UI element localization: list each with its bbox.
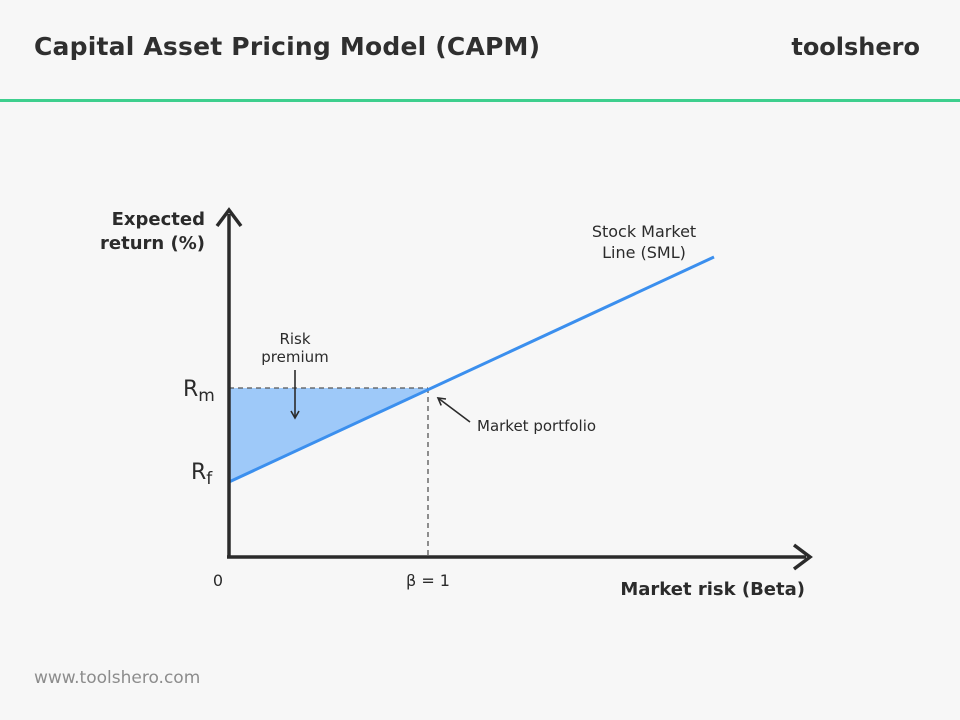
rf-label-sub: f — [206, 469, 213, 489]
risk-premium-label-line2: premium — [261, 348, 329, 366]
rf-label-main: R — [191, 460, 206, 485]
x-axis-label: Market risk (Beta) — [620, 579, 805, 600]
market-portfolio-arrow — [436, 397, 471, 423]
security-market-line — [228, 255, 715, 484]
brand-logo: toolshero — [791, 33, 920, 61]
rf-label: Rf — [191, 460, 213, 489]
risk-premium-label-line1: Risk — [279, 330, 310, 348]
header-divider — [0, 99, 960, 102]
x-axis-arrowhead — [792, 543, 813, 571]
y-axis-label-line1: Expected — [112, 209, 205, 230]
market-portfolio-label: Market portfolio — [477, 417, 596, 435]
beta-one-label: β = 1 — [406, 571, 450, 590]
rm-label: Rm — [183, 377, 215, 406]
page-title: Capital Asset Pricing Model (CAPM) — [34, 32, 541, 61]
sml-label-line2: Line (SML) — [602, 243, 686, 262]
sml-label-line1: Stock Market — [592, 222, 696, 241]
rm-label-sub: m — [198, 386, 215, 406]
origin-label: 0 — [213, 571, 223, 590]
y-axis-label-line2: return (%) — [100, 233, 205, 254]
rm-label-main: R — [183, 377, 198, 402]
y-axis-arrowhead — [215, 207, 243, 228]
footer-url: www.toolshero.com — [34, 668, 201, 688]
